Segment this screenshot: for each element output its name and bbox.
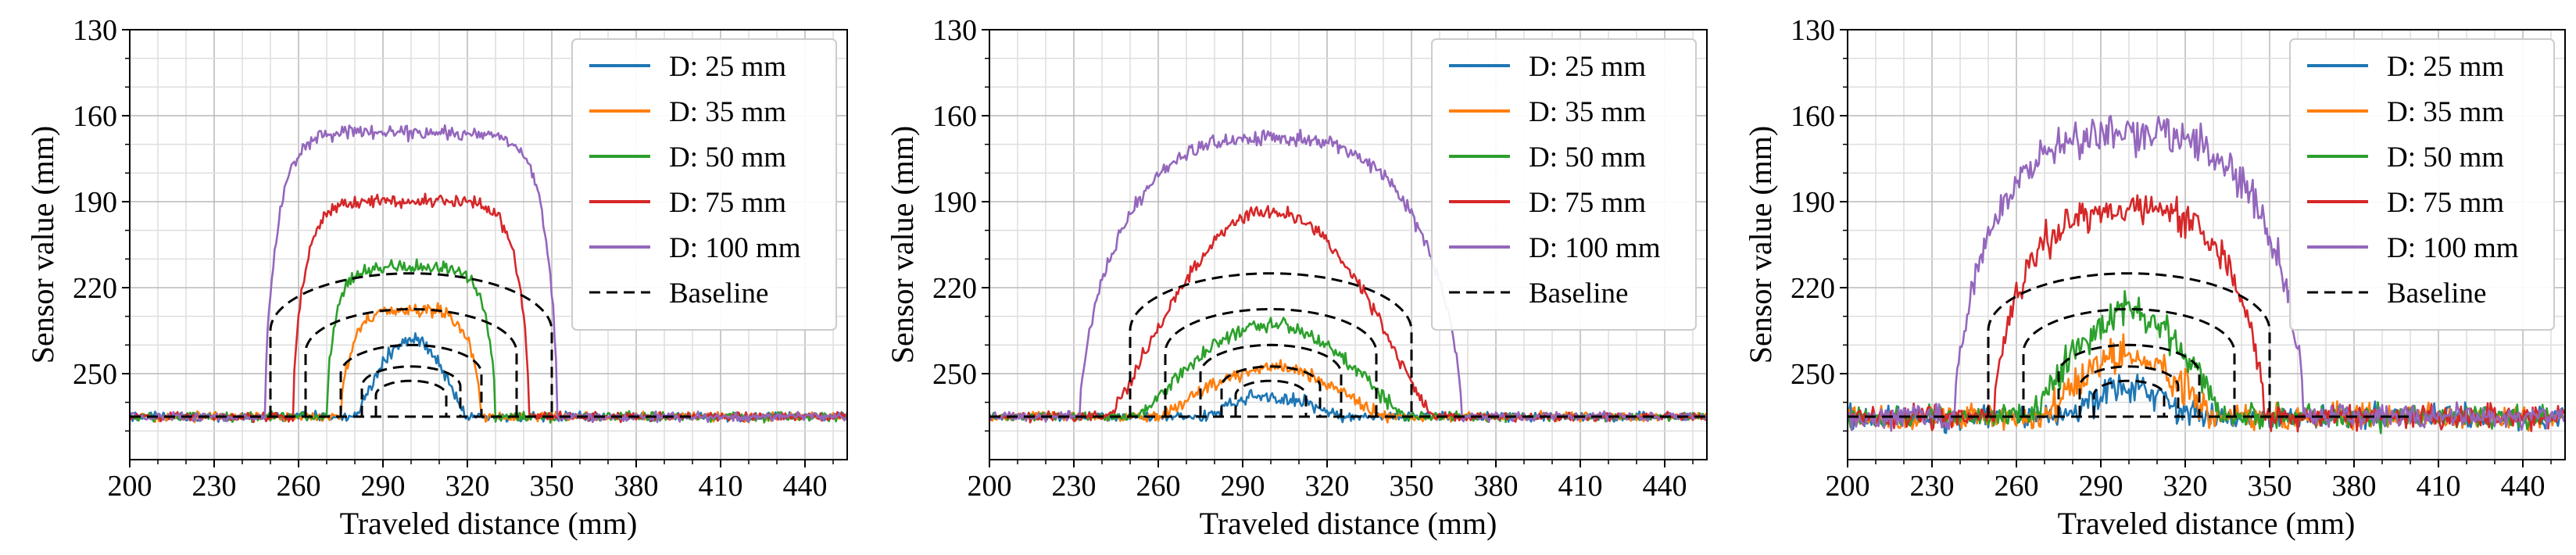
chart-panel-right: 200 230 260 290 320 350 380 410 440 130 160 190 220 2…: [1743, 14, 2566, 541]
x-tick-label: 380: [2332, 470, 2377, 503]
y-tick-label: 160: [932, 100, 977, 133]
y-tick-label: 220: [73, 272, 117, 305]
legend-label: D: 25 mm: [669, 51, 786, 83]
legend: D: 25 mm D: 35 mm D: 50 mm D: 75 mm D: 100 m…: [571, 38, 837, 331]
axes-frame: [1847, 29, 2566, 460]
chart-panel-left: 200 230 260 290 320 350 380 410 440 130 160 190 220 2…: [25, 14, 848, 541]
y-axis-label: Sensor value (mm): [25, 126, 60, 363]
y-axis-label: Sensor value (mm): [885, 126, 920, 363]
x-tick-label: 260: [277, 470, 321, 503]
y-tick-label: 250: [1791, 358, 1835, 391]
legend-label: Baseline: [1529, 278, 1628, 310]
x-tick-label: 200: [968, 470, 1012, 503]
y-tick-label: 190: [932, 186, 977, 219]
x-tick-label: 380: [614, 470, 659, 503]
x-tick-label: 290: [1221, 470, 1265, 503]
baseline-line: [1848, 272, 2410, 418]
axes-frame: [129, 29, 848, 460]
x-axis-label: Traveled distance (mm): [2058, 506, 2356, 541]
legend-label: D: 50 mm: [2387, 141, 2504, 174]
x-tick-label: 320: [2163, 470, 2208, 503]
y-tick-label: 130: [1791, 14, 1835, 47]
y-tick-label: 220: [932, 272, 977, 305]
x-tick-label: 230: [1052, 470, 1097, 503]
x-tick-label: 380: [1474, 470, 1519, 503]
axes-frame: [989, 29, 1708, 460]
series-line-d-75-mm: [989, 205, 1707, 424]
y-tick-label: 220: [1791, 272, 1835, 305]
plot-area: [1848, 115, 2565, 435]
x-tick-label: 320: [445, 470, 490, 503]
y-tick-label: 250: [73, 358, 117, 391]
series-line-d-100-mm: [130, 124, 847, 424]
x-tick-label: 410: [2417, 470, 2461, 503]
series-line-d-25-mm: [130, 332, 847, 423]
x-tick-label: 350: [530, 470, 574, 503]
legend-label: D: 35 mm: [2387, 96, 2504, 128]
legend-label: D: 75 mm: [2387, 187, 2504, 219]
x-tick-label: 440: [783, 470, 828, 503]
x-tick-label: 260: [1136, 470, 1181, 503]
legend-label: D: 50 mm: [1529, 141, 1646, 174]
legend-label: Baseline: [2387, 278, 2486, 310]
series-line-d-50-mm: [989, 317, 1707, 424]
legend-label: D: 50 mm: [669, 141, 786, 174]
x-tick-label: 200: [1826, 470, 1870, 503]
y-tick-label: 130: [73, 14, 117, 47]
legend-label: D: 100 mm: [669, 232, 801, 264]
x-tick-label: 320: [1305, 470, 1350, 503]
legend-label: Baseline: [669, 278, 768, 310]
legend-label: D: 25 mm: [1529, 51, 1646, 83]
series-line-d-100-mm: [1848, 115, 2565, 432]
x-tick-label: 230: [1910, 470, 1955, 503]
x-tick-label: 440: [2501, 470, 2546, 503]
series-line-d-35-mm: [1848, 333, 2565, 432]
x-tick-label: 230: [192, 470, 237, 503]
legend-label: D: 35 mm: [1529, 96, 1646, 128]
legend-label: D: 100 mm: [2387, 232, 2519, 264]
y-tick-label: 160: [1791, 100, 1835, 133]
x-axis-label: Traveled distance (mm): [1200, 506, 1497, 541]
legend-label: D: 75 mm: [669, 187, 786, 219]
y-tick-label: 250: [932, 358, 977, 391]
y-tick-label: 160: [73, 100, 117, 133]
legend-label: D: 25 mm: [2387, 51, 2504, 83]
series-line-d-100-mm: [989, 128, 1707, 424]
chart-panel-middle: 200 230 260 290 320 350 380 410 440 130 160 190 220 2…: [885, 14, 1708, 541]
x-tick-label: 200: [108, 470, 152, 503]
y-axis-label: Sensor value (mm): [1743, 126, 1778, 363]
baseline-line: [989, 272, 1707, 418]
legend: D: 25 mm D: 35 mm D: 50 mm D: 75 mm D: 100 m…: [1431, 38, 1697, 331]
legend: D: 25 mm D: 35 mm D: 50 mm D: 75 mm D: 100 m…: [2289, 38, 2555, 331]
x-tick-label: 440: [1643, 470, 1687, 503]
y-tick-label: 130: [932, 14, 977, 47]
series-line-d-75-mm: [1848, 194, 2565, 433]
plot-area: [130, 124, 847, 424]
x-tick-label: 260: [1995, 470, 2039, 503]
y-tick-label: 190: [73, 186, 117, 219]
y-tick-label: 190: [1791, 186, 1835, 219]
legend-label: D: 100 mm: [1529, 232, 1661, 264]
x-tick-label: 350: [1390, 470, 1434, 503]
x-axis-label: Traveled distance (mm): [340, 506, 638, 541]
plot-area: [989, 128, 1707, 424]
x-tick-label: 410: [1558, 470, 1603, 503]
x-tick-label: 290: [361, 470, 406, 503]
legend-label: D: 75 mm: [1529, 187, 1646, 219]
x-tick-label: 290: [2079, 470, 2123, 503]
x-tick-label: 410: [699, 470, 743, 503]
baseline-line: [130, 272, 692, 418]
x-tick-label: 350: [2248, 470, 2292, 503]
series-line-d-75-mm: [130, 192, 847, 424]
legend-label: D: 35 mm: [669, 96, 786, 128]
